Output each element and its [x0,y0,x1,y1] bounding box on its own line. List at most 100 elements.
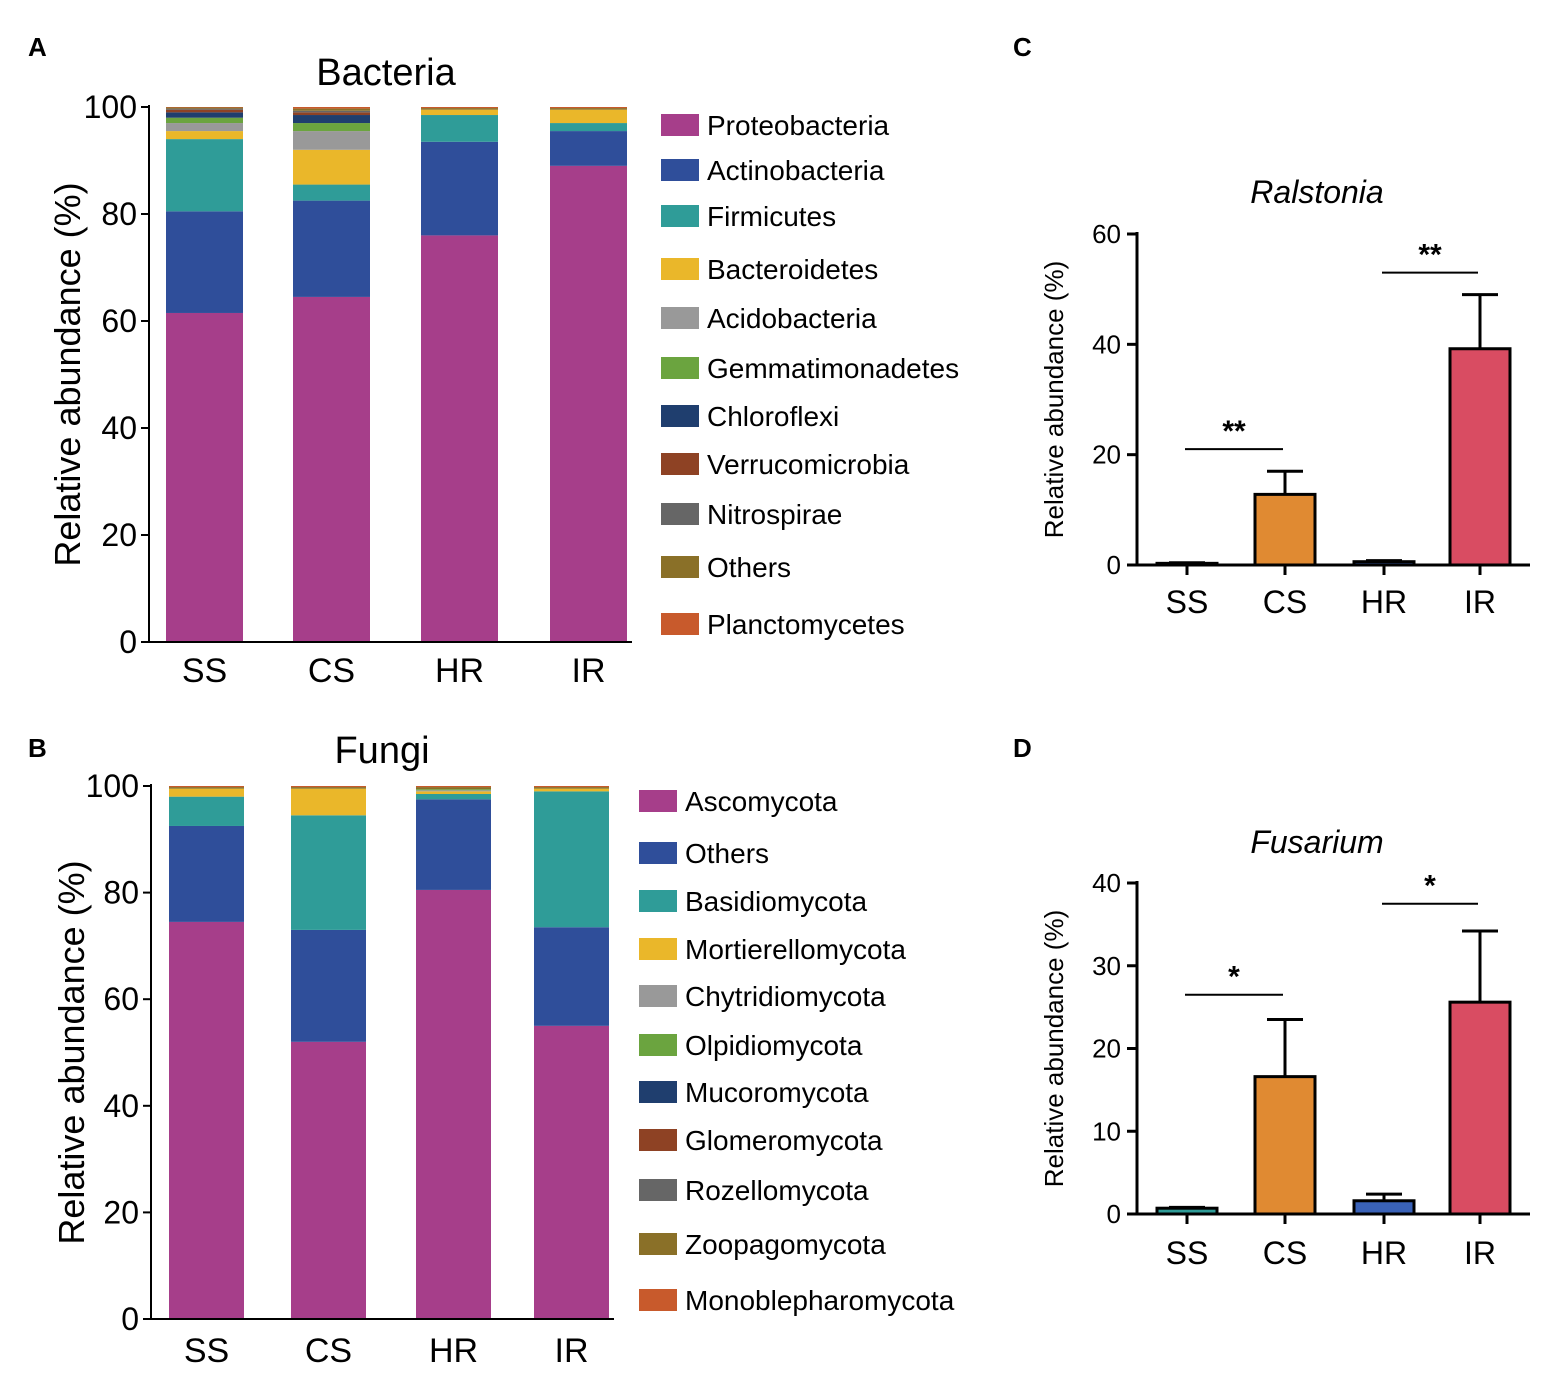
y-tick-label: 100 [84,89,137,125]
y-tick-label: 60 [1092,219,1121,249]
bar-segment-ir-actinobacteria [550,131,627,166]
y-tick-label: 20 [103,1194,139,1230]
legend-swatch-gemmatimonadetes [661,357,699,379]
legend-label-chytridiomycota: Chytridiomycota [685,981,886,1012]
y-tick-label: 0 [1107,1199,1121,1229]
legend-label-gemmatimonadetes: Gemmatimonadetes [707,353,959,384]
bar-segment-ss-ascomycota [169,921,244,1319]
x-tick-label: SS [1166,1235,1209,1271]
bar-segment-cs-monoblepharomycota [291,786,366,788]
bar-segment-cs-proteobacteria [293,296,370,642]
legend-swatch-rozellomycota [639,1179,677,1201]
x-tick-label: HR [1361,1235,1407,1271]
legend-label-zoopagomycota: Zoopagomycota [685,1229,886,1260]
bar-segment-ss-verrucomicrobia [166,109,243,113]
y-tick-label: 40 [1092,868,1121,898]
y-axis-label: Relative abundance (%) [1039,261,1069,539]
legend-swatch-olpidiomycota [639,1034,677,1056]
x-tick-label: CS [308,652,355,690]
legend-label-acidobacteria: Acidobacteria [707,303,877,334]
panel-label-c: C [1013,32,1032,62]
legend-swatch-others [639,842,677,864]
legend-label-actinobacteria: Actinobacteria [707,155,885,186]
legend-label-firmicutes: Firmicutes [707,201,836,232]
legend-label-glomeromycota: Glomeromycota [685,1125,883,1156]
legend-label-nitrospirae: Nitrospirae [707,499,842,530]
panel-label-d: D [1013,733,1032,763]
chart-title: Fungi [334,730,429,772]
bar-segment-ss-acidobacteria [166,123,243,132]
legend-swatch-chloroflexi [661,405,699,427]
bar-segment-hr-olpidiomycota [416,789,491,791]
x-tick-label: SS [182,652,227,690]
bar-segment-ss-bacteroidetes [166,131,243,140]
y-tick-label: 60 [103,981,139,1017]
bar-segment-cs-acidobacteria [293,131,370,150]
bar-segment-hr-planctomycetes [421,107,498,109]
legend-label-chloroflexi: Chloroflexi [707,401,839,432]
legend-swatch-proteobacteria [661,114,699,136]
bar-segment-cs-actinobacteria [293,200,370,297]
bar-segment-hr-ascomycota [416,889,491,1319]
legend-swatch-ascomycota [639,790,677,812]
bar-segment-hr-chytridiomycota [416,790,491,792]
bar-segment-hr-others [421,108,498,110]
x-tick-label: SS [184,1332,229,1370]
y-tick-label: 100 [86,768,139,804]
chart-fungi: Fungi Relative abundance (%) SS CS HR IR 0 20 40… [51,730,955,1370]
x-tick-label: HR [1361,584,1407,620]
bar-segment-ss-planctomycetes [166,107,243,108]
bar-segment-cs-others [293,108,370,111]
significance-label: * [1228,961,1240,994]
y-tick-label: 40 [101,410,137,446]
y-axis-label: Relative abundance (%) [47,182,88,566]
bar-segment-ss-others [166,107,243,109]
bar-segment-ss-actinobacteria [166,211,243,313]
bar-segment-ss-gemmatimonadetes [166,117,243,124]
bar-segment-cs-basidiomycota [291,815,366,930]
legend-swatch-verrucomicrobia [661,453,699,475]
bar-segment-ir-firmicutes [550,123,627,132]
chart-ralstonia: Ralstonia Relative abundance (%) SS CS HR IR 0… [1039,174,1530,620]
legend-label-planctomycetes: Planctomycetes [707,609,905,640]
bar-segment-hr-monoblepharomycota [416,786,491,788]
bar-segment-cs-planctomycetes [293,107,370,109]
bar-segment-hr-firmicutes [421,115,498,142]
legend-swatch-acidobacteria [661,307,699,329]
bar-segment-ir-bacteroidetes [550,109,627,124]
legend-label-others: Others [685,838,769,869]
legend-swatch-mortierellomycota [639,938,677,960]
legend-swatch-basidiomycota [639,890,677,912]
bar-segment-ss-monoblepharomycota [169,786,244,788]
bar-segment-cs-ascomycota [291,1041,366,1319]
legend-label-olpidiomycota: Olpidiomycota [685,1030,863,1061]
y-tick-label: 0 [1107,550,1121,580]
y-tick-label: 10 [1092,1116,1121,1146]
x-tick-label: IR [1464,584,1496,620]
y-tick-label: 20 [1092,1034,1121,1064]
legend-swatch-mucoromycota [639,1081,677,1103]
bar-segment-cs-firmicutes [293,184,370,201]
y-tick-label: 80 [103,875,139,911]
bar-segment-ir-others [550,108,627,110]
bar-segment-ir-zoopagomycota [534,787,609,789]
y-tick-label: 0 [119,624,137,660]
legend-label-proteobacteria: Proteobacteria [707,110,890,141]
significance-label: * [1424,870,1436,903]
bar-segment-cs-chloroflexi [293,115,370,124]
legend-swatch-monoblepharomycota [639,1289,677,1311]
bar-segment-ir-others [534,927,609,1026]
y-axis-label: Relative abundance (%) [51,860,92,1244]
y-tick-label: 40 [1092,329,1121,359]
bar-segment-hr-actinobacteria [421,141,498,236]
bar-segment-ss-mortierellomycota [169,788,244,797]
legend-label-verrucomicrobia: Verrucomicrobia [707,449,910,480]
legend-swatch-others [661,556,699,578]
bar-ir [1448,347,1512,567]
legend-swatch-firmicutes [661,205,699,227]
panel-label-a: A [28,32,47,62]
legend-swatch-planctomycetes [661,613,699,635]
bar-segment-hr-proteobacteria [421,235,498,642]
legend-swatch-nitrospirae [661,503,699,525]
